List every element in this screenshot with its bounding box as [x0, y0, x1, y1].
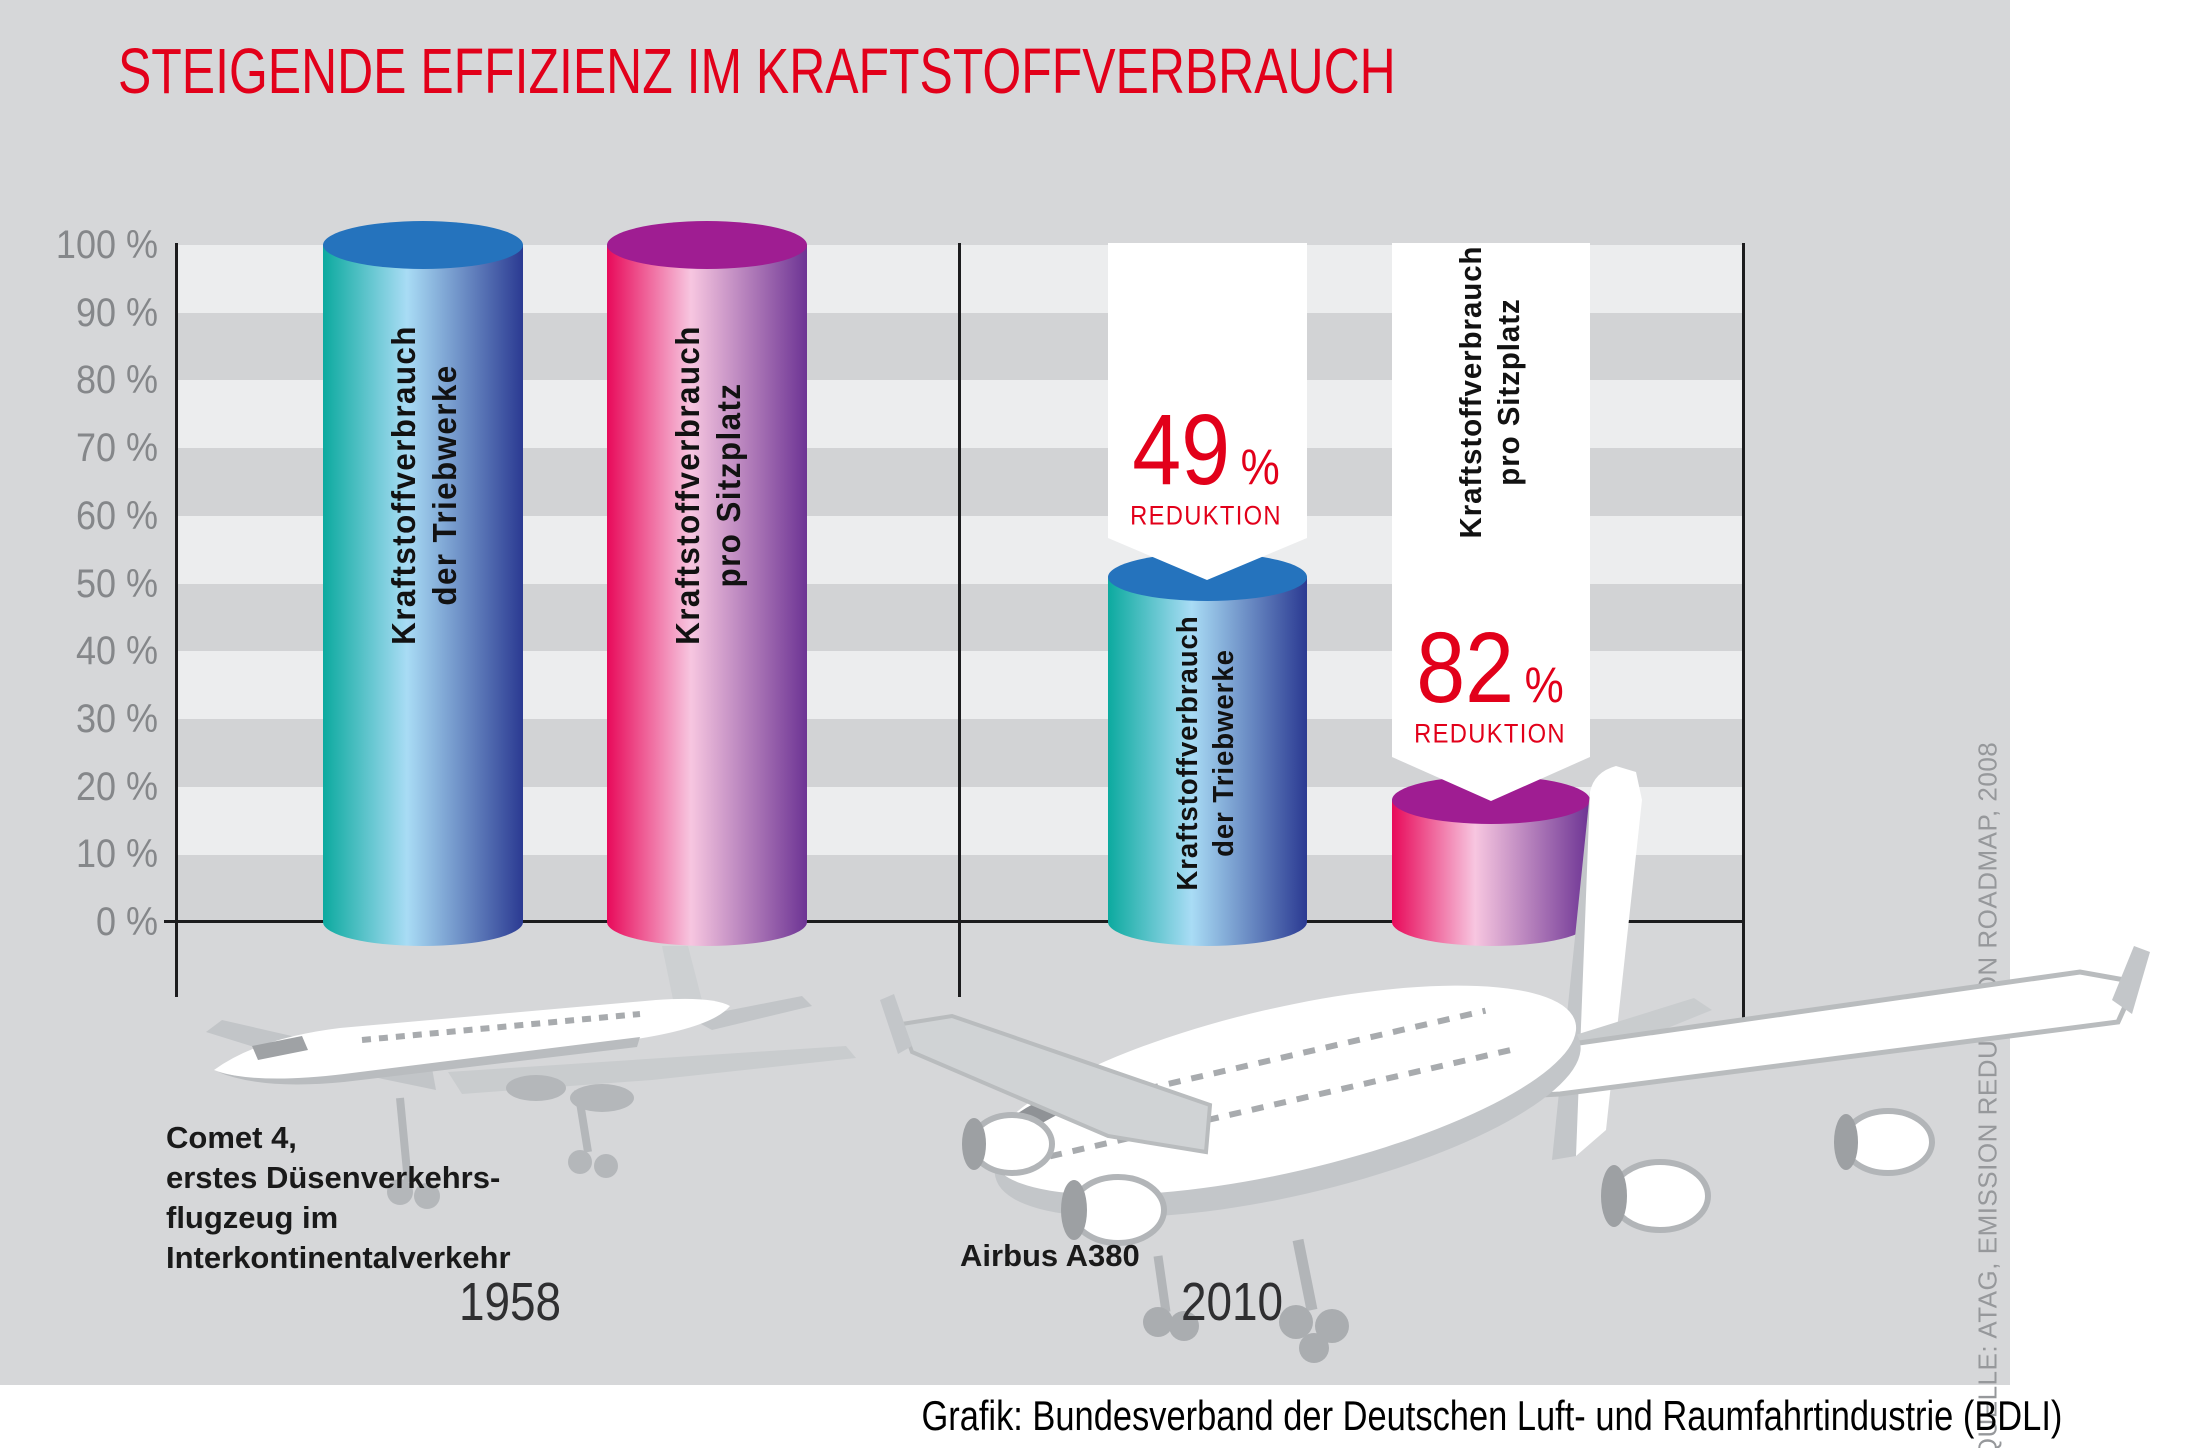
- page-title: STEIGENDE EFFIZIENZ IM KRAFTSTOFFVERBRAU…: [118, 35, 1396, 107]
- a380-main-gear-strut: [1292, 1238, 1318, 1312]
- reduction-49-value: 49 %: [1132, 400, 1280, 500]
- reduction-49-digits: 49: [1132, 394, 1231, 506]
- comet4-tail-fin: [662, 946, 705, 1014]
- ytick-90: 90 %: [75, 291, 158, 335]
- comet4-windows: [361, 1011, 641, 1043]
- bar-label-line: Kraftstoffverbrauch: [669, 325, 706, 645]
- callout-banner-49: [1108, 243, 1307, 580]
- callout-banner-82: [1392, 243, 1590, 801]
- year-1958: 1958: [458, 1272, 562, 1332]
- comet4-gear-strut-2: [574, 1089, 592, 1153]
- bar-triebwerke-2010-body: [1108, 577, 1307, 946]
- a380-main-wheel-2: [1315, 1309, 1349, 1343]
- a380-engine-4-intake: [1834, 1114, 1858, 1170]
- caption-a380: Airbus A380: [960, 1236, 1140, 1276]
- a380-engine-1-intake: [962, 1118, 986, 1170]
- comet4-wheel-2: [414, 1183, 440, 1209]
- caption-comet4: Comet 4, erstes Düsenverkehrs- flugzeug …: [166, 1118, 511, 1278]
- ytick-40: 40 %: [75, 629, 158, 673]
- ytick-70: 70 %: [75, 426, 158, 470]
- bar-triebwerke-1958-body: [323, 245, 523, 946]
- divider-1958-2010: [958, 243, 961, 997]
- reduction-82-value: 82 %: [1416, 618, 1564, 718]
- ytick-30: 30 %: [75, 697, 158, 741]
- bar-triebwerke-1958-top: [323, 221, 523, 269]
- a380-main-deck-windows: [1027, 1044, 1521, 1165]
- comet4-tailplane: [690, 996, 812, 1030]
- ytick-80: 80 %: [75, 358, 158, 402]
- reduction-49-unit: %: [1240, 439, 1280, 495]
- comet4-gear-strut-1: [396, 1097, 412, 1183]
- a380-near-winglet: [880, 994, 912, 1054]
- bar-triebwerke-1958: [323, 221, 523, 946]
- a380-engine-3-intake: [1601, 1165, 1627, 1227]
- caption-line: erstes Düsenverkehrs-: [166, 1160, 501, 1195]
- bar-label-sitzplatz-1958: Kraftstoffverbrauch pro Sitzplatz: [667, 325, 749, 645]
- bar-sitzplatz-2010-body: [1392, 800, 1590, 946]
- bar-sitzplatz-1958: [607, 221, 807, 946]
- ytick-100: 100 %: [55, 223, 158, 267]
- comet4-cockpit: [252, 1036, 308, 1060]
- reduction-82-unit: %: [1524, 657, 1564, 713]
- comet4-belly: [218, 1037, 640, 1085]
- bar-sitzplatz-2010: [1392, 776, 1590, 946]
- comet4-wheel-4: [594, 1154, 618, 1178]
- reduction-49-word: REDUKTION: [1130, 500, 1282, 531]
- reduction-82-digits: 82: [1416, 612, 1515, 724]
- a380-far-winglet: [2112, 946, 2150, 1014]
- bar-label-line: pro Sitzplatz: [1491, 298, 1526, 486]
- ytick-0: 0 %: [95, 900, 158, 944]
- bar-label-line: der Triebwerke: [1208, 649, 1240, 857]
- year-2010: 2010: [1180, 1272, 1284, 1332]
- a380-nose-wheel-1: [1143, 1307, 1173, 1337]
- bar-label-line: pro Sitzplatz: [710, 382, 747, 588]
- bar-label-line: Kraftstoffverbrauch: [1453, 245, 1488, 539]
- a380-main-wheel-3: [1299, 1333, 1329, 1363]
- ytick-60: 60 %: [75, 494, 158, 538]
- caption-line: Comet 4,: [166, 1120, 297, 1155]
- caption-line: flugzeug im: [166, 1200, 339, 1235]
- bar-label-sitzplatz-2010: Kraftstoffverbrauch pro Sitzplatz: [1452, 246, 1528, 539]
- y-axis-line: [175, 243, 178, 997]
- reduction-82-word: REDUKTION: [1414, 718, 1566, 749]
- a380-engine-2-intake: [1061, 1180, 1087, 1240]
- ytick-50: 50 %: [75, 562, 158, 606]
- a380-nose-gear-strut: [1153, 1255, 1171, 1313]
- caption-line: Interkontinentalverkehr: [166, 1240, 511, 1275]
- comet4-engine-2: [570, 1084, 634, 1112]
- ytick-20: 20 %: [75, 765, 158, 809]
- ytick-10: 10 %: [75, 832, 158, 876]
- bar-label-line: Kraftstoffverbrauch: [1172, 615, 1204, 891]
- comet4-wheel-1: [387, 1179, 413, 1205]
- bar-label-triebwerke-2010: Kraftstoffverbrauch der Triebwerke: [1170, 615, 1242, 890]
- bar-label-line: der Triebwerke: [426, 364, 463, 606]
- comet4-wheel-3: [568, 1150, 592, 1174]
- a380-near-wing: [899, 1013, 1213, 1155]
- credit-line: Grafik: Bundesverband der Deutschen Luft…: [921, 1392, 2062, 1439]
- a380-main-wheel-1: [1279, 1305, 1313, 1339]
- bar-sitzplatz-1958-body: [607, 245, 807, 946]
- plot-right-border: [1742, 243, 1745, 1058]
- caption-line: Airbus A380: [960, 1238, 1140, 1273]
- x-baseline: [164, 920, 1744, 923]
- comet4-engine-1: [506, 1075, 566, 1101]
- bar-label-triebwerke-1958: Kraftstoffverbrauch der Triebwerke: [383, 325, 465, 645]
- a380-nose-wheel-2: [1169, 1311, 1199, 1341]
- comet4-silhouette-icon: [206, 946, 856, 1209]
- bar-label-line: Kraftstoffverbrauch: [385, 325, 422, 645]
- bar-sitzplatz-1958-top: [607, 221, 807, 269]
- a380-silhouette-icon: [880, 766, 2150, 1363]
